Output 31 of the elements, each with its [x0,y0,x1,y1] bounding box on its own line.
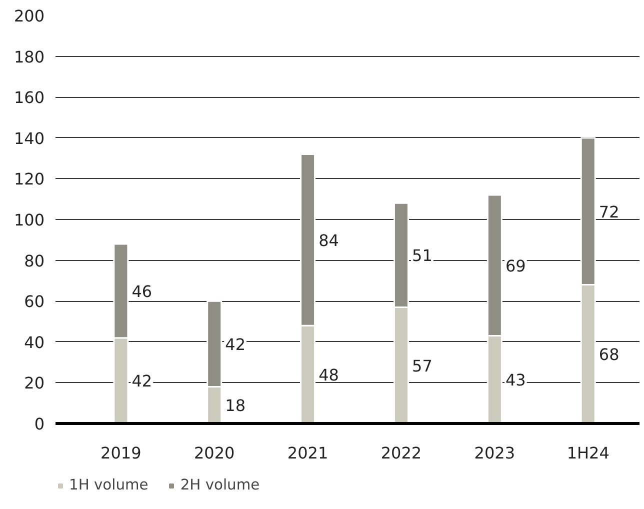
data-label: 51 [412,246,432,266]
y-tick-label: 120 [14,170,45,189]
y-tick-label: 180 [14,47,45,66]
x-tick-label: 2019 [100,444,142,462]
data-label: 72 [598,202,620,222]
data-label: 48 [318,366,339,385]
y-tick-label: 0 [34,414,45,434]
data-label: 46 [132,282,152,301]
data-label: 43 [505,370,526,390]
y-tick-label: 160 [14,88,45,108]
x-tick-label: 1H24 [566,444,610,462]
x-tick-label: 2021 [287,444,328,462]
legend-label: 2H volume [180,476,260,494]
data-label: 18 [225,396,246,416]
y-tick-label: 140 [14,128,45,148]
y-tick-label: 80 [24,251,44,270]
legend-label: 1H volume [69,476,148,494]
data-label: 68 [598,345,620,364]
y-tick-label: 60 [24,292,44,312]
x-tick-label: 2022 [380,444,422,462]
y-tick-label: 40 [24,332,44,352]
y-tick-label: 200 [14,6,45,26]
data-label: 69 [505,256,526,276]
x-tick-label: 2023 [474,444,516,462]
y-tick-label: 100 [14,210,45,230]
x-tick-label: 2020 [194,444,235,462]
data-label: 42 [132,372,152,391]
data-label: 57 [412,356,432,376]
data-label: 84 [318,230,339,250]
y-tick-label: 20 [24,374,44,393]
data-label: 42 [225,334,246,354]
